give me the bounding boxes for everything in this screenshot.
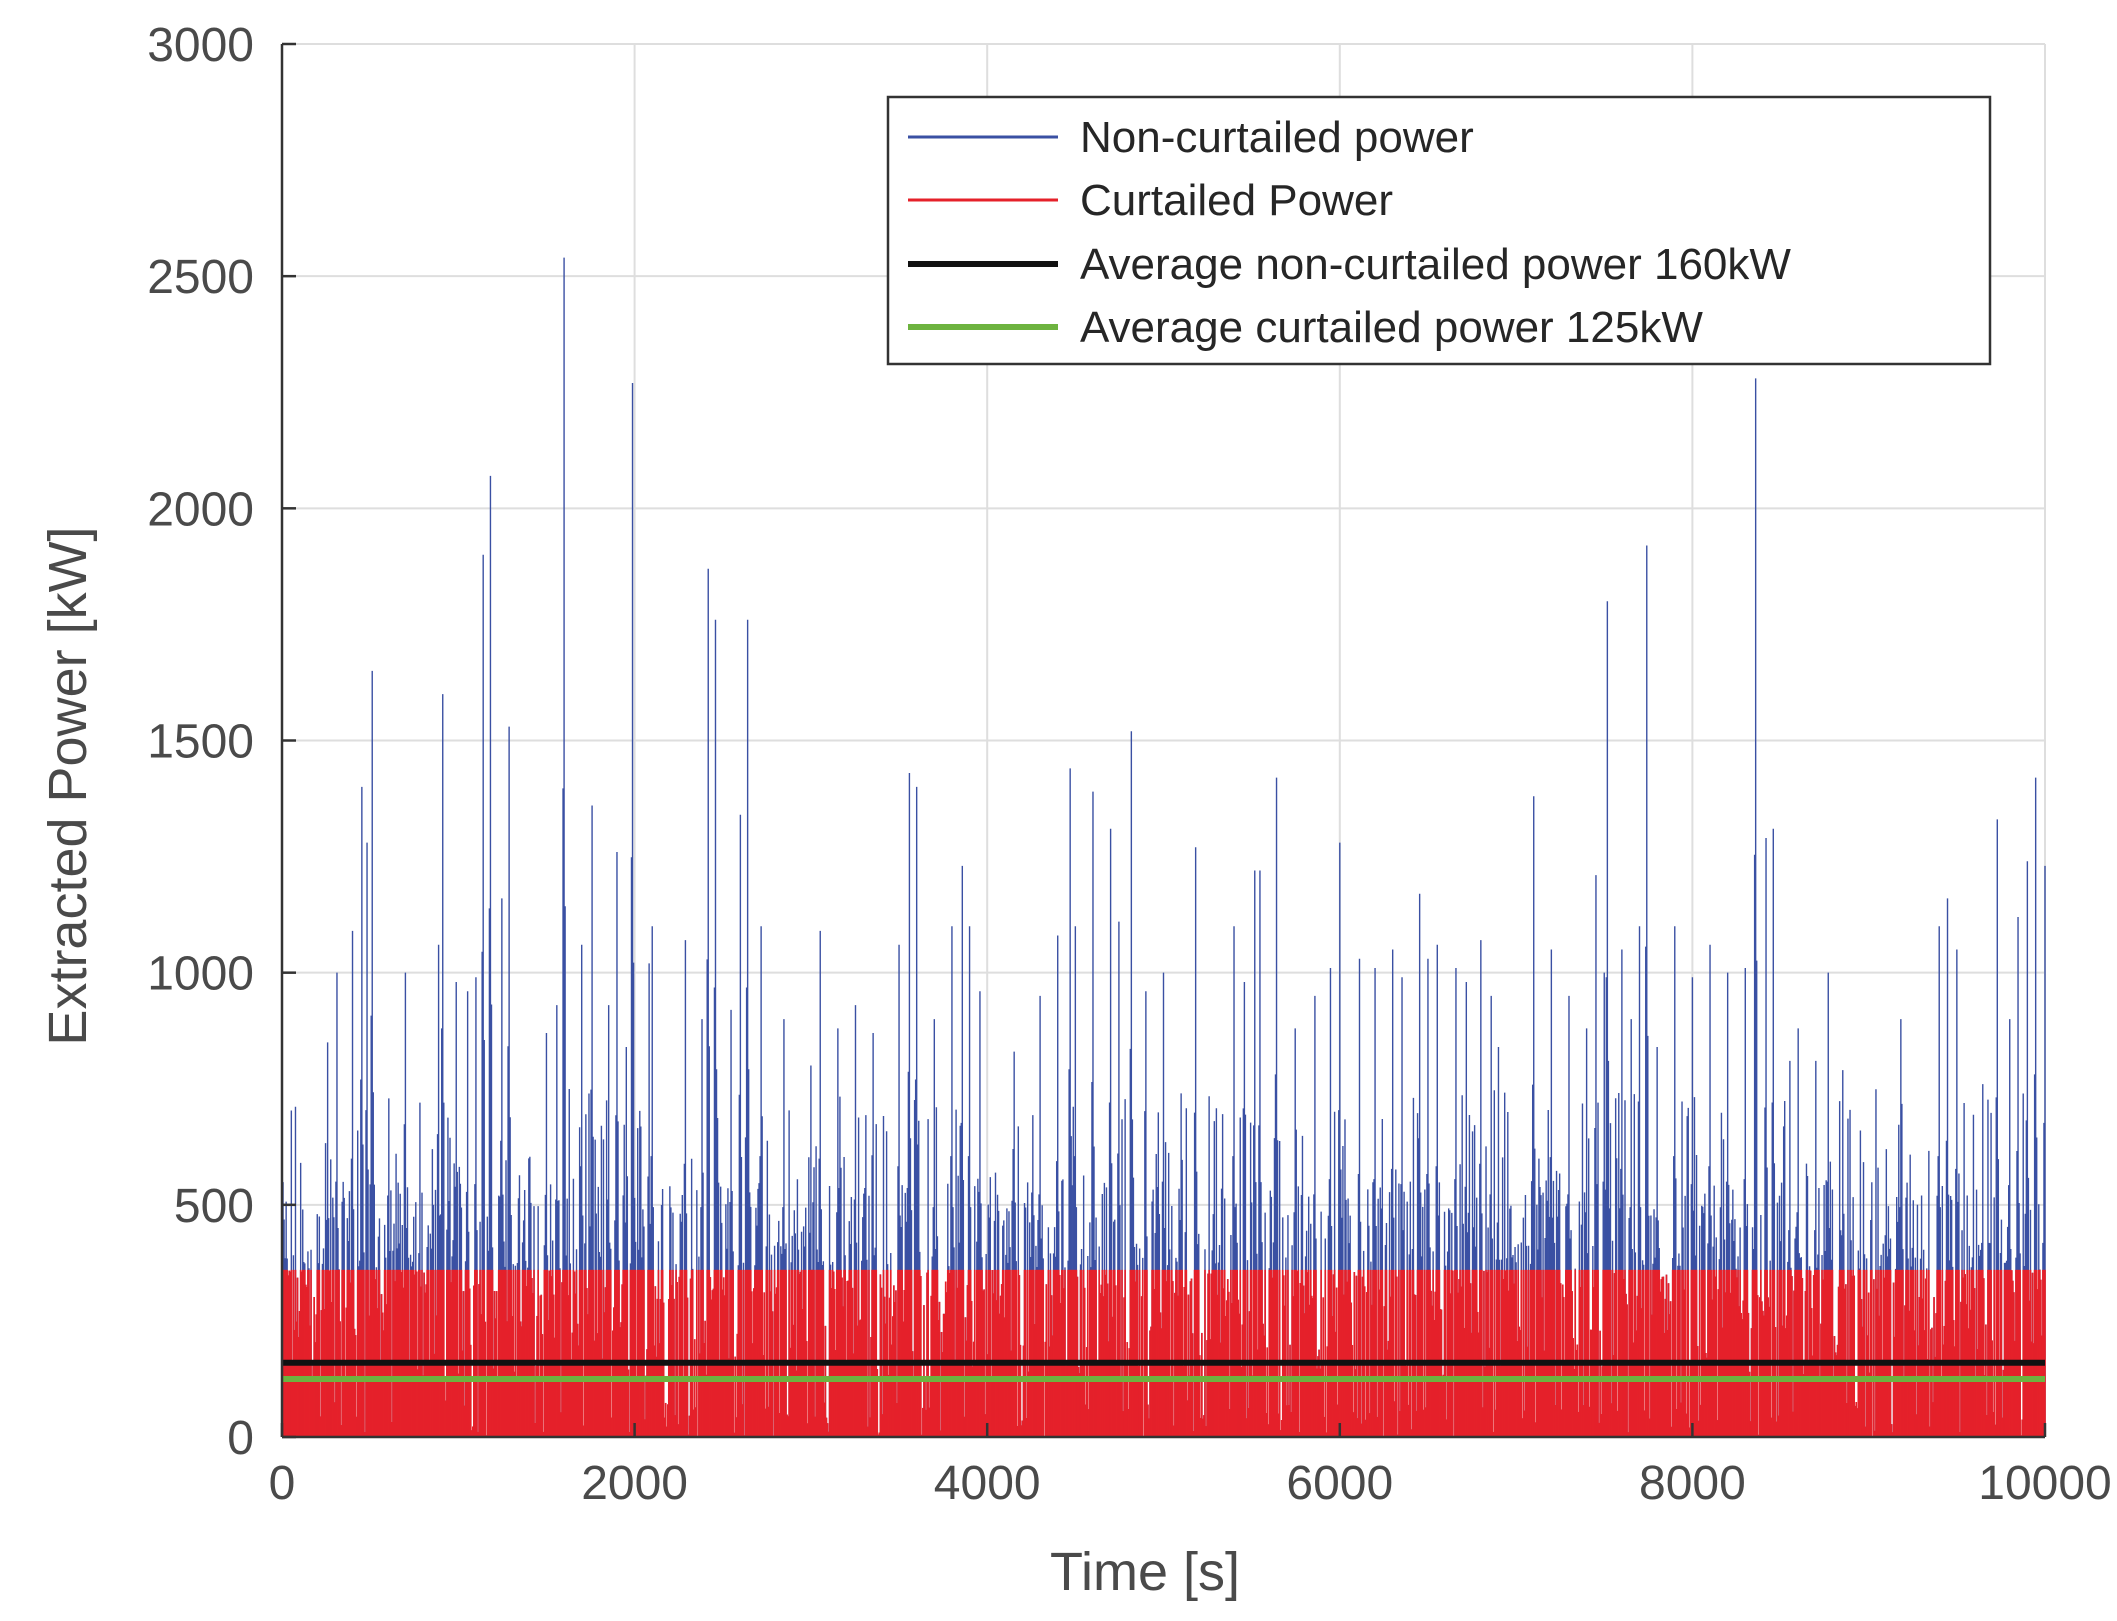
y-tick-label: 500: [174, 1180, 254, 1233]
y-tick-label: 1000: [147, 948, 254, 1001]
x-tick-label: 2000: [581, 1457, 688, 1510]
y-tick-label: 1500: [147, 716, 254, 769]
y-axis-label: Extracted Power [kW]: [38, 526, 98, 1045]
y-tick-label: 2500: [147, 251, 254, 304]
x-tick-label: 10000: [1978, 1457, 2111, 1510]
y-tick-label: 3000: [147, 19, 254, 72]
tick-labels: 0 500 1000 1500 2000 2500 3000 0 2000 4000 6000 800…: [147, 19, 2112, 1510]
average-lines: [282, 1359, 2045, 1382]
x-axis-label: Time [s]: [1050, 1542, 1240, 1602]
legend-label-average-curtailed: Average curtailed power 125kW: [1080, 303, 1703, 352]
x-tick-label: 0: [269, 1457, 296, 1510]
y-tick-label: 2000: [147, 483, 254, 536]
curtailed-power-series: [281, 1269, 2046, 1437]
axes: [280, 42, 2047, 1439]
x-tick-label: 4000: [934, 1457, 1041, 1510]
legend: Non-curtailed power Curtailed Power Aver…: [886, 95, 1992, 366]
legend-label-average-non-curtailed: Average non-curtailed power 160kW: [1080, 240, 1791, 289]
legend-box: [886, 95, 1992, 366]
x-tick-label: 6000: [1286, 1457, 1393, 1510]
y-tick-label: 0: [227, 1412, 254, 1465]
legend-label-non-curtailed: Non-curtailed power: [1080, 113, 1474, 162]
x-tick-label: 8000: [1639, 1457, 1746, 1510]
legend-label-curtailed: Curtailed Power: [1080, 176, 1393, 225]
